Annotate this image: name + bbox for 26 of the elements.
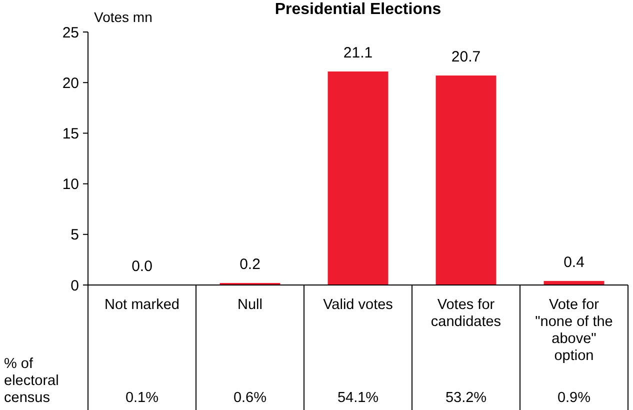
y-tick-label: 15 <box>62 125 79 142</box>
x-tick-label: Valid votes <box>323 297 393 313</box>
y-tick-label: 10 <box>62 176 79 194</box>
text: % of electoral census <box>4 356 59 406</box>
y-tick-label: 5 <box>70 226 79 244</box>
data-label: 0.4 <box>564 254 584 271</box>
y-tick-label: 0 <box>70 277 79 294</box>
chart-title: Presidential Elections <box>274 1 442 18</box>
data-label: 21.1 <box>343 44 373 62</box>
x-tick-label: Votes for candidates <box>430 297 502 330</box>
text: 0.9% <box>557 390 591 406</box>
text: 0.1% <box>125 390 159 406</box>
bar <box>328 71 388 285</box>
y-tick-label: 20 <box>62 74 79 92</box>
text: 53.2% <box>445 390 487 406</box>
x-tick-label: Null <box>238 297 262 313</box>
text: 54.1% <box>337 390 379 406</box>
data-label: 20.7 <box>451 48 481 66</box>
data-label: 0.0 <box>132 258 152 275</box>
x-tick-label: Vote for "none of the above" option <box>535 297 613 364</box>
bar <box>436 76 496 285</box>
text: 0.6% <box>233 390 267 406</box>
x-tick-label: Not marked <box>104 297 180 313</box>
data-label: 0.2 <box>240 256 260 273</box>
y-axis-title: Votes mn <box>94 9 152 25</box>
y-tick-label: 25 <box>62 24 79 42</box>
